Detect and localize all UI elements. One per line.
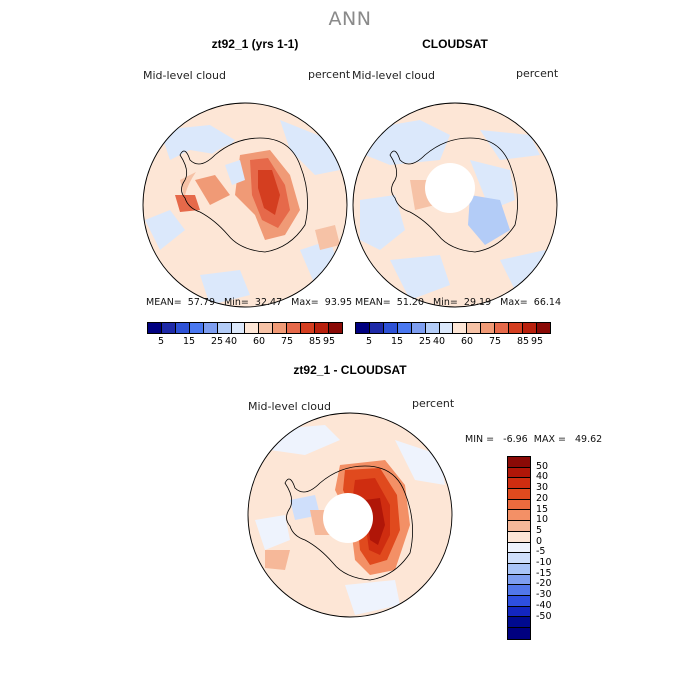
colorbar-tick-label: 5 [365,336,373,347]
colorbar-tick-label: 95 [322,336,336,347]
colorbar-tick-label: 95 [530,336,544,347]
colorbar-swatch [231,323,246,333]
colorbar-tick-label: 40 [432,336,446,347]
colorbar-swatch [161,323,176,333]
colorbar-swatch [508,628,530,639]
colorbar-tick-label: 75 [488,336,502,347]
panel3-colorbar [507,456,531,640]
colorbar-swatch [217,323,232,333]
colorbar-tick-label: -50 [536,610,552,622]
colorbar-tick-label: 5 [157,336,165,347]
colorbar-swatch [508,478,530,490]
colorbar-tick-label: 75 [280,336,294,347]
colorbar-swatch [508,457,530,468]
colorbar-swatch [425,323,440,333]
colorbar-tick-label: 5 [536,524,543,536]
panel2-polar-map [352,102,558,308]
colorbar-swatch [508,510,530,522]
colorbar-swatch [508,585,530,596]
colorbar-swatch [508,489,530,500]
panel1-stats: MEAN= 57.79 Min= 32.47 Max= 93.95 [146,297,353,308]
colorbar-swatch [259,323,274,333]
colorbar-swatch [383,323,398,333]
colorbar-tick-label: -20 [536,578,552,590]
panel3-units-label: percent [412,397,455,410]
panel3-stats: MIN = -6.96 MAX = 49.62 [465,434,603,445]
panel2-stats: MEAN= 51.20 Min= 29.19 Max= 66.14 [355,297,562,308]
colorbar-swatch [287,323,302,333]
colorbar-tick-label: 25 [418,336,432,347]
colorbar-swatch [315,323,329,333]
colorbar-swatch [508,542,530,554]
colorbar-swatch [369,323,384,333]
colorbar-swatch [523,323,537,333]
colorbar-swatch [273,323,288,333]
colorbar-tick-label: 25 [210,336,224,347]
colorbar-swatch [536,323,550,333]
colorbar-swatch [508,574,530,586]
colorbar-swatch [397,323,412,333]
colorbar-swatch [356,323,370,333]
colorbar-tick-label: 30 [536,482,549,494]
colorbar-swatch [509,323,524,333]
colorbar-swatch [495,323,510,333]
colorbar-swatch [439,323,454,333]
colorbar-tick-label: 20 [536,492,549,504]
colorbar-tick-label: 10 [536,514,549,526]
colorbar-tick-label: -40 [536,599,552,611]
colorbar-swatch [508,595,530,607]
colorbar-swatch [203,323,218,333]
colorbar-tick-label: -30 [536,589,552,601]
panel2-variable-label: Mid-level cloud [352,69,435,82]
panel1-title: zt92_1 (yrs 1-1) [211,37,299,51]
colorbar-swatch [189,323,204,333]
colorbar-swatch [411,323,426,333]
colorbar-swatch [245,323,260,333]
colorbar-tick-label: 40 [536,471,549,483]
colorbar-tick-label: -10 [536,557,552,568]
panel3-title: zt92_1 - CLOUDSAT [293,363,407,377]
colorbar-swatch [301,323,316,333]
colorbar-tick-label: 60 [460,336,474,347]
colorbar-swatch [508,606,530,618]
panel3-colorbar-ticks: 50 40 30 20 15 10 5 0 -5 -10 -15 -20 -30 -40 -50 [536,456,576,626]
colorbar-swatch [328,323,342,333]
colorbar-tick-label: 15 [182,336,196,347]
figure-title: ANN [328,8,372,30]
panel1-polar-map [142,102,348,308]
colorbar-swatch [467,323,482,333]
colorbar-tick-label: -15 [536,567,552,579]
panel1-colorbar: 5 15 25 40 60 75 85 95 [147,322,343,348]
colorbar-swatch [508,553,530,564]
colorbar-swatch [481,323,496,333]
panel3-polar-map [247,412,453,618]
colorbar-swatch [508,499,530,511]
colorbar-swatch [148,323,162,333]
colorbar-tick-label: 85 [308,336,322,347]
colorbar-tick-label: 0 [536,535,543,547]
colorbar-tick-label: 60 [252,336,266,347]
colorbar-tick-label: 40 [224,336,238,347]
panel2-title: CLOUDSAT [422,37,488,51]
colorbar-tick-label: 50 [536,460,549,472]
panel1-units-label: percent [308,68,351,81]
colorbar-swatch [508,531,530,543]
colorbar-tick-label: -5 [536,546,546,558]
panel2-colorbar: 5 15 25 40 60 75 85 95 [355,322,551,348]
panel3-variable-label: Mid-level cloud [248,400,331,413]
colorbar-swatch [175,323,190,333]
panel1-variable-label: Mid-level cloud [143,69,226,82]
colorbar-swatch [508,521,530,532]
colorbar-swatch [508,467,530,479]
colorbar-tick-label: 15 [390,336,404,347]
panel2-units-label: percent [516,67,559,80]
colorbar-swatch [453,323,468,333]
colorbar-tick-label: 15 [536,503,549,515]
colorbar-swatch [508,617,530,628]
colorbar-swatch [508,563,530,575]
colorbar-tick-label: 85 [516,336,530,347]
